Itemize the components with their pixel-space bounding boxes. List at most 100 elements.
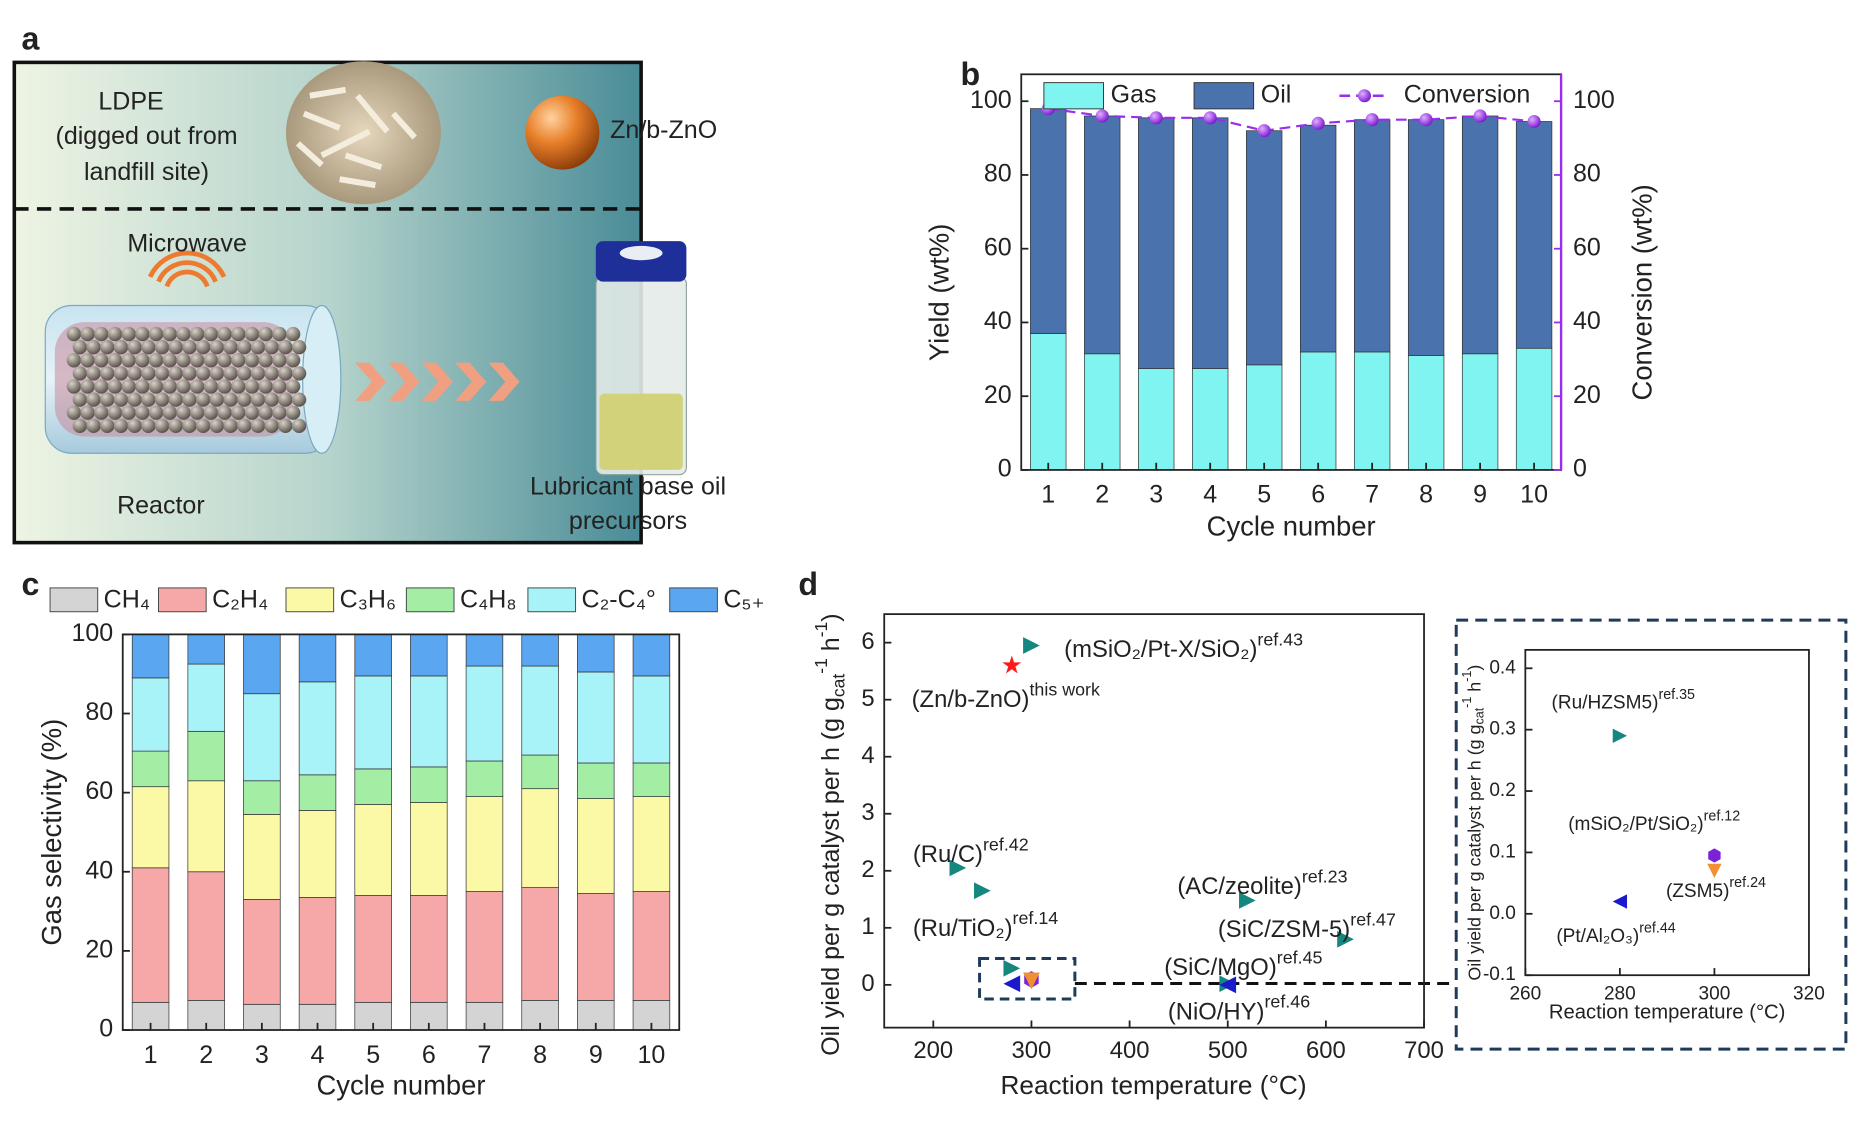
- x-tick-label: 5: [1257, 481, 1271, 509]
- x-tick-label: 200: [913, 1037, 953, 1064]
- catalyst-bead: [209, 366, 225, 381]
- bar-segment: [1299, 124, 1337, 353]
- catalyst-bead: [231, 405, 246, 420]
- catalyst-bead: [286, 326, 301, 342]
- y-tick-label: 0.2: [1489, 780, 1515, 801]
- x-tick-label: 320: [1793, 983, 1825, 1004]
- conversion-line: [1048, 107, 1535, 132]
- bar-segment: [577, 634, 615, 673]
- bar-segment: [1030, 333, 1067, 471]
- bar-segment: [187, 663, 225, 732]
- y-axis-label: Gas selectivity (%): [36, 719, 67, 946]
- catalyst-bead: [66, 353, 82, 368]
- y-axis-label-part: h: [816, 637, 844, 658]
- conversion-point: [1257, 124, 1271, 138]
- catalyst-bead: [154, 366, 170, 381]
- catalyst-bead: [135, 405, 150, 420]
- bar-segment: [521, 665, 559, 756]
- catalyst-bead: [209, 392, 225, 407]
- bar-segment: [131, 867, 170, 1003]
- y2-tick-label: 80: [1573, 160, 1601, 188]
- point-ref: ref.24: [1729, 875, 1766, 891]
- point-name: (Ru/C): [913, 841, 983, 868]
- bar-segment: [1246, 364, 1283, 471]
- bar-segment: [632, 796, 671, 892]
- y-axis-label-part: Oil yield per g catalyst per h (g g: [1464, 725, 1484, 981]
- data-point: [1612, 728, 1628, 743]
- catalyst-bead: [258, 326, 273, 342]
- point-name: (Pt/Al₂O₃): [1556, 926, 1639, 947]
- catalyst-bead: [209, 418, 225, 433]
- legend-swatch: [405, 587, 455, 613]
- catalyst-bead: [154, 340, 170, 355]
- y-tick-label: 0.4: [1489, 657, 1516, 678]
- x-tick-label: 10: [1520, 481, 1548, 509]
- catalyst-bead: [107, 405, 123, 420]
- data-point: [1219, 976, 1237, 994]
- x-tick-label: 5: [366, 1041, 380, 1069]
- data-point: [1708, 848, 1721, 863]
- y2-tick-label: 20: [1573, 381, 1601, 409]
- catalyst-bead: [244, 353, 260, 368]
- bar-segment: [354, 768, 392, 805]
- bar-segment: [521, 887, 559, 1001]
- catalyst-bead: [107, 379, 123, 394]
- bar-segment: [1407, 355, 1445, 471]
- bar-segment: [410, 634, 448, 677]
- panel-label: b: [960, 56, 980, 92]
- legend-label: C₂H₄: [212, 586, 268, 614]
- legend-swatch: [285, 587, 335, 613]
- point-name: (ZSM5): [1666, 881, 1729, 902]
- catalyst-bead: [100, 340, 115, 355]
- catalyst-bead: [258, 379, 273, 394]
- bar-segment: [354, 675, 392, 770]
- catalyst-bead: [182, 366, 197, 381]
- catalyst-bead: [244, 405, 260, 420]
- legend-label: Conversion: [1404, 80, 1531, 108]
- catalyst-bead: [176, 353, 191, 368]
- y-tick-label: 60: [85, 777, 113, 805]
- data-point: [1707, 863, 1722, 879]
- point-label: (ZSM5)ref.24: [1666, 875, 1766, 902]
- reactor: [44, 304, 342, 454]
- bar-segment: [1138, 368, 1175, 471]
- bar-segment: [465, 796, 504, 892]
- bar-segment: [187, 634, 225, 665]
- y-tick-label: 3: [861, 799, 874, 826]
- bar-segment: [465, 760, 504, 797]
- bar-segment: [187, 730, 225, 782]
- point-label: (mSiO₂/Pt/SiO₂)ref.12: [1568, 808, 1740, 835]
- point-label: (SiC/MgO)ref.45: [1164, 947, 1322, 981]
- y-axis-label: Oil yield per g catalyst per h (g gcat-1…: [810, 613, 848, 1055]
- bar-segment: [1246, 130, 1283, 366]
- y-axis-label-part: ): [816, 613, 844, 621]
- point-label: (Ru/HZSM5)ref.35: [1552, 687, 1695, 714]
- point-ref: ref.47: [1350, 909, 1396, 929]
- x-tick-label: 10: [638, 1041, 666, 1069]
- catalyst-bead: [154, 392, 170, 407]
- catalyst-bead: [86, 366, 101, 381]
- vial-septum: [619, 245, 663, 261]
- y-tick-label: 4: [861, 742, 874, 769]
- catalyst-bead: [286, 353, 301, 368]
- catalyst-bead: [135, 379, 150, 394]
- catalyst-bead: [203, 405, 219, 420]
- microwave-label: Microwave: [127, 229, 247, 257]
- catalyst-bead: [66, 326, 82, 342]
- catalyst-bead: [94, 353, 109, 368]
- bar-segment: [465, 665, 504, 762]
- bar-segment: [1515, 347, 1553, 471]
- catalyst-bead: [278, 366, 293, 381]
- y-axis-label-part: h: [1464, 682, 1484, 697]
- catalyst-bead: [72, 340, 87, 355]
- ldpe-texture: [295, 86, 417, 189]
- inset-box: [1454, 618, 1848, 1051]
- bar-segment: [1461, 353, 1499, 471]
- x-tick-label: 600: [1306, 1037, 1346, 1064]
- catalyst-bead: [250, 418, 266, 433]
- bar-segment: [410, 766, 448, 803]
- data-point: [949, 859, 967, 877]
- x-tick-label: 8: [1419, 481, 1433, 509]
- y-tick-label: 40: [984, 307, 1012, 335]
- catalyst-bead: [121, 379, 136, 394]
